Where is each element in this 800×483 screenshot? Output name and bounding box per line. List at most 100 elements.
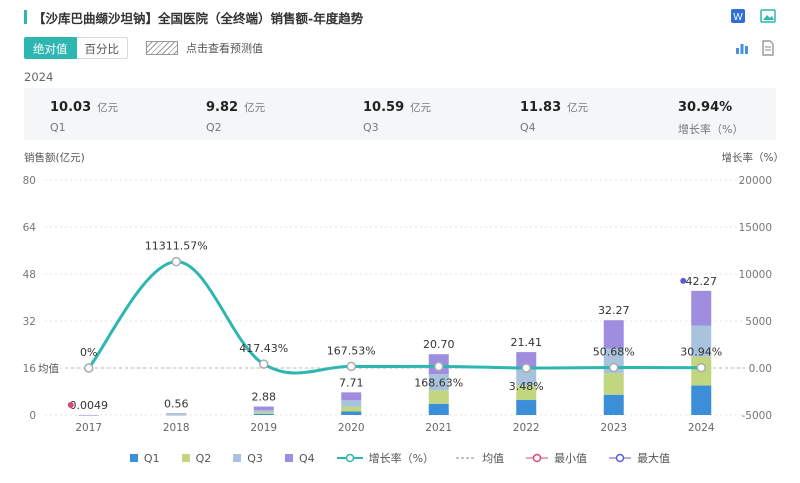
legend-line-icon (336, 453, 363, 463)
svg-text:W: W (733, 12, 743, 23)
x-tick-label: 2020 (338, 422, 365, 434)
legend-dash-icon (456, 457, 477, 459)
growth-point (171, 256, 181, 267)
image-export-icon[interactable] (760, 8, 776, 24)
right-tick-label: 10000 (739, 269, 772, 281)
left-axis-title: 销售额(亿元) (24, 152, 85, 164)
bar-segment-q1 (516, 400, 537, 415)
legend-item-q4[interactable]: Q4 (284, 450, 315, 466)
legend-item-mean[interactable]: 均值 (456, 450, 504, 466)
bar-total-label: 32.27 (598, 304, 630, 317)
bar-total-label: 7.71 (339, 376, 364, 389)
summary-item-q1: 10.03 亿元 Q1 (50, 96, 118, 134)
left-tick-label: 80 (23, 175, 36, 187)
right-tick-label: -5000 (741, 410, 772, 422)
growth-label: 168.63% (414, 376, 463, 389)
bar-segment-q2 (166, 414, 187, 416)
legend-item-q2[interactable]: Q2 (181, 450, 212, 466)
growth-point (696, 362, 706, 373)
legend-label: Q2 (195, 451, 212, 465)
summary-item-growth: 30.94% 增长率（%） (678, 96, 743, 137)
summary-unit: 亿元 (410, 102, 432, 114)
bar-total-label: 20.70 (423, 338, 455, 351)
growth-point (609, 362, 619, 373)
bar-segment-q1 (428, 403, 449, 415)
left-tick-label: 64 (23, 222, 37, 234)
bar-segment-q3 (691, 325, 712, 357)
x-tick-label: 2018 (163, 422, 190, 434)
x-tick-label: 2022 (513, 422, 540, 434)
summary-value: 10.59 (363, 100, 405, 115)
hatch-pattern-icon (146, 41, 178, 55)
right-tick-label: 15000 (739, 222, 772, 234)
x-tick-label: 2017 (75, 422, 102, 434)
bar-segment-q4 (253, 406, 274, 411)
summary-unit: 亿元 (97, 102, 119, 114)
legend-label: 增长率（%） (368, 452, 435, 465)
summary-unit: 亿元 (244, 102, 266, 114)
growth-point (521, 363, 531, 373)
bar-chart-icon[interactable] (734, 40, 750, 56)
left-tick-label: 48 (23, 269, 36, 281)
value-mode-toggle: 绝对值 百分比 (24, 37, 128, 59)
bar-segment-q1 (691, 385, 712, 415)
legend-swatch (233, 454, 242, 462)
growth-label: 50.68% (593, 346, 635, 359)
summary-item-q4: 11.83 亿元 Q4 (520, 96, 588, 134)
legend-max-icon (609, 453, 632, 463)
legend-swatch (284, 454, 293, 462)
bar-segment-q1 (603, 394, 624, 415)
word-export-icon[interactable]: W (730, 8, 746, 24)
legend-item-min[interactable]: 最小值 (526, 450, 587, 466)
bar-total-label: 0.0049 (70, 399, 109, 412)
mean-label: 均值 (38, 362, 59, 375)
min-marker (67, 401, 74, 408)
bar-segment-q4 (603, 320, 624, 349)
summary-label: Q3 (363, 121, 379, 134)
summary-value: 30.94% (678, 100, 733, 115)
x-tick-label: 2019 (250, 422, 277, 434)
summary-item-q2: 9.82 亿元 Q2 (206, 96, 265, 134)
max-marker (680, 277, 687, 284)
summary-label: Q4 (520, 121, 536, 134)
bar-segment-q3 (253, 410, 274, 413)
summary-value: 11.83 (520, 100, 562, 115)
growth-label: 0% (80, 346, 97, 359)
percentage-button[interactable]: 百分比 (76, 37, 128, 59)
x-tick-label: 2024 (688, 422, 715, 434)
growth-label: 417.43% (239, 342, 288, 355)
bar-segment-q1 (253, 413, 274, 415)
summary-value: 10.03 (50, 100, 92, 115)
legend-label: 最小值 (554, 452, 588, 465)
title-accent-bar (24, 10, 27, 24)
summary-label: Q2 (206, 121, 222, 134)
bar-segment-q2 (428, 390, 449, 404)
legend-item-growth[interactable]: 增长率（%） (336, 450, 435, 466)
left-tick-label: 16 (23, 363, 37, 375)
bar-segment-q4 (691, 290, 712, 326)
growth-point (434, 361, 444, 372)
bar-segment-q2 (516, 385, 537, 401)
summary-unit: 亿元 (567, 102, 589, 114)
bar-total-label: 21.41 (511, 336, 543, 349)
legend-item-max[interactable]: 最大值 (609, 450, 670, 466)
summary-year: 2024 (24, 70, 54, 84)
bar-total-label: 42.27 (686, 275, 718, 288)
document-icon[interactable] (760, 40, 776, 56)
right-tick-label: 5000 (745, 316, 772, 328)
forecast-toggle[interactable]: 点击查看预测值 (146, 40, 263, 56)
legend-label: Q3 (247, 451, 263, 465)
bar-segment-q3 (428, 374, 449, 391)
bar-total-label: 0.56 (164, 397, 189, 410)
legend-label: 最大值 (637, 452, 671, 465)
summary-item-q3: 10.59 亿元 Q3 (363, 96, 431, 134)
right-tick-label: 20000 (739, 175, 772, 187)
absolute-value-button[interactable]: 绝对值 (24, 37, 77, 59)
legend-item-q1[interactable]: Q1 (129, 450, 160, 466)
legend-label: Q1 (143, 451, 160, 465)
legend-label: Q4 (298, 451, 315, 465)
right-axis-title: 增长率（%） (721, 152, 784, 164)
growth-label: 30.94% (680, 346, 722, 359)
legend-item-q3[interactable]: Q3 (233, 450, 263, 466)
